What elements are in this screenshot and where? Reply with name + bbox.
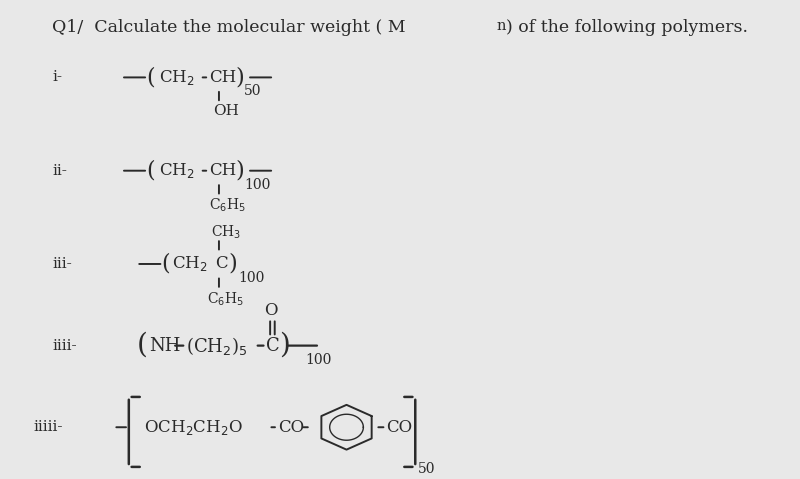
Text: OCH$_2$CH$_2$O: OCH$_2$CH$_2$O — [144, 418, 243, 437]
Text: OH: OH — [214, 104, 239, 118]
Text: C: C — [266, 337, 280, 354]
Text: ) of the following polymers.: ) of the following polymers. — [506, 19, 748, 36]
Text: C: C — [215, 255, 228, 273]
Text: (CH$_2$)$_5$: (CH$_2$)$_5$ — [186, 335, 247, 356]
Text: CH$_2$: CH$_2$ — [159, 161, 195, 180]
Text: 50: 50 — [418, 462, 435, 476]
Text: (: ( — [137, 332, 147, 359]
Text: CH$_2$: CH$_2$ — [172, 254, 208, 274]
Text: CO: CO — [278, 419, 304, 436]
Text: CO: CO — [386, 419, 412, 436]
Text: n: n — [497, 19, 506, 33]
Text: CH$_2$: CH$_2$ — [159, 68, 195, 87]
Text: i-: i- — [53, 70, 62, 84]
Text: (: ( — [146, 160, 155, 182]
Text: ii-: ii- — [53, 164, 67, 178]
Text: C$_6$H$_5$: C$_6$H$_5$ — [209, 197, 246, 215]
Text: ): ) — [228, 253, 237, 275]
Text: CH: CH — [209, 69, 236, 86]
Text: 100: 100 — [244, 178, 270, 192]
Text: 100: 100 — [306, 353, 332, 366]
Text: iiiii-: iiiii- — [34, 420, 63, 434]
Text: C$_6$H$_5$: C$_6$H$_5$ — [207, 290, 245, 308]
Text: 100: 100 — [238, 271, 265, 285]
Text: ): ) — [279, 332, 290, 359]
Text: iiii-: iiii- — [53, 339, 77, 353]
Text: O: O — [264, 302, 278, 319]
Text: NH: NH — [150, 337, 181, 354]
Text: CH$_3$: CH$_3$ — [210, 224, 241, 241]
Text: CH: CH — [209, 162, 236, 179]
Text: ): ) — [236, 160, 245, 182]
Text: Q1/  Calculate the molecular weight ( M: Q1/ Calculate the molecular weight ( M — [53, 19, 406, 36]
Text: 50: 50 — [244, 84, 262, 98]
Text: (: ( — [162, 253, 170, 275]
Text: ): ) — [236, 67, 245, 89]
Text: (: ( — [146, 67, 155, 89]
Text: iii-: iii- — [53, 257, 72, 271]
